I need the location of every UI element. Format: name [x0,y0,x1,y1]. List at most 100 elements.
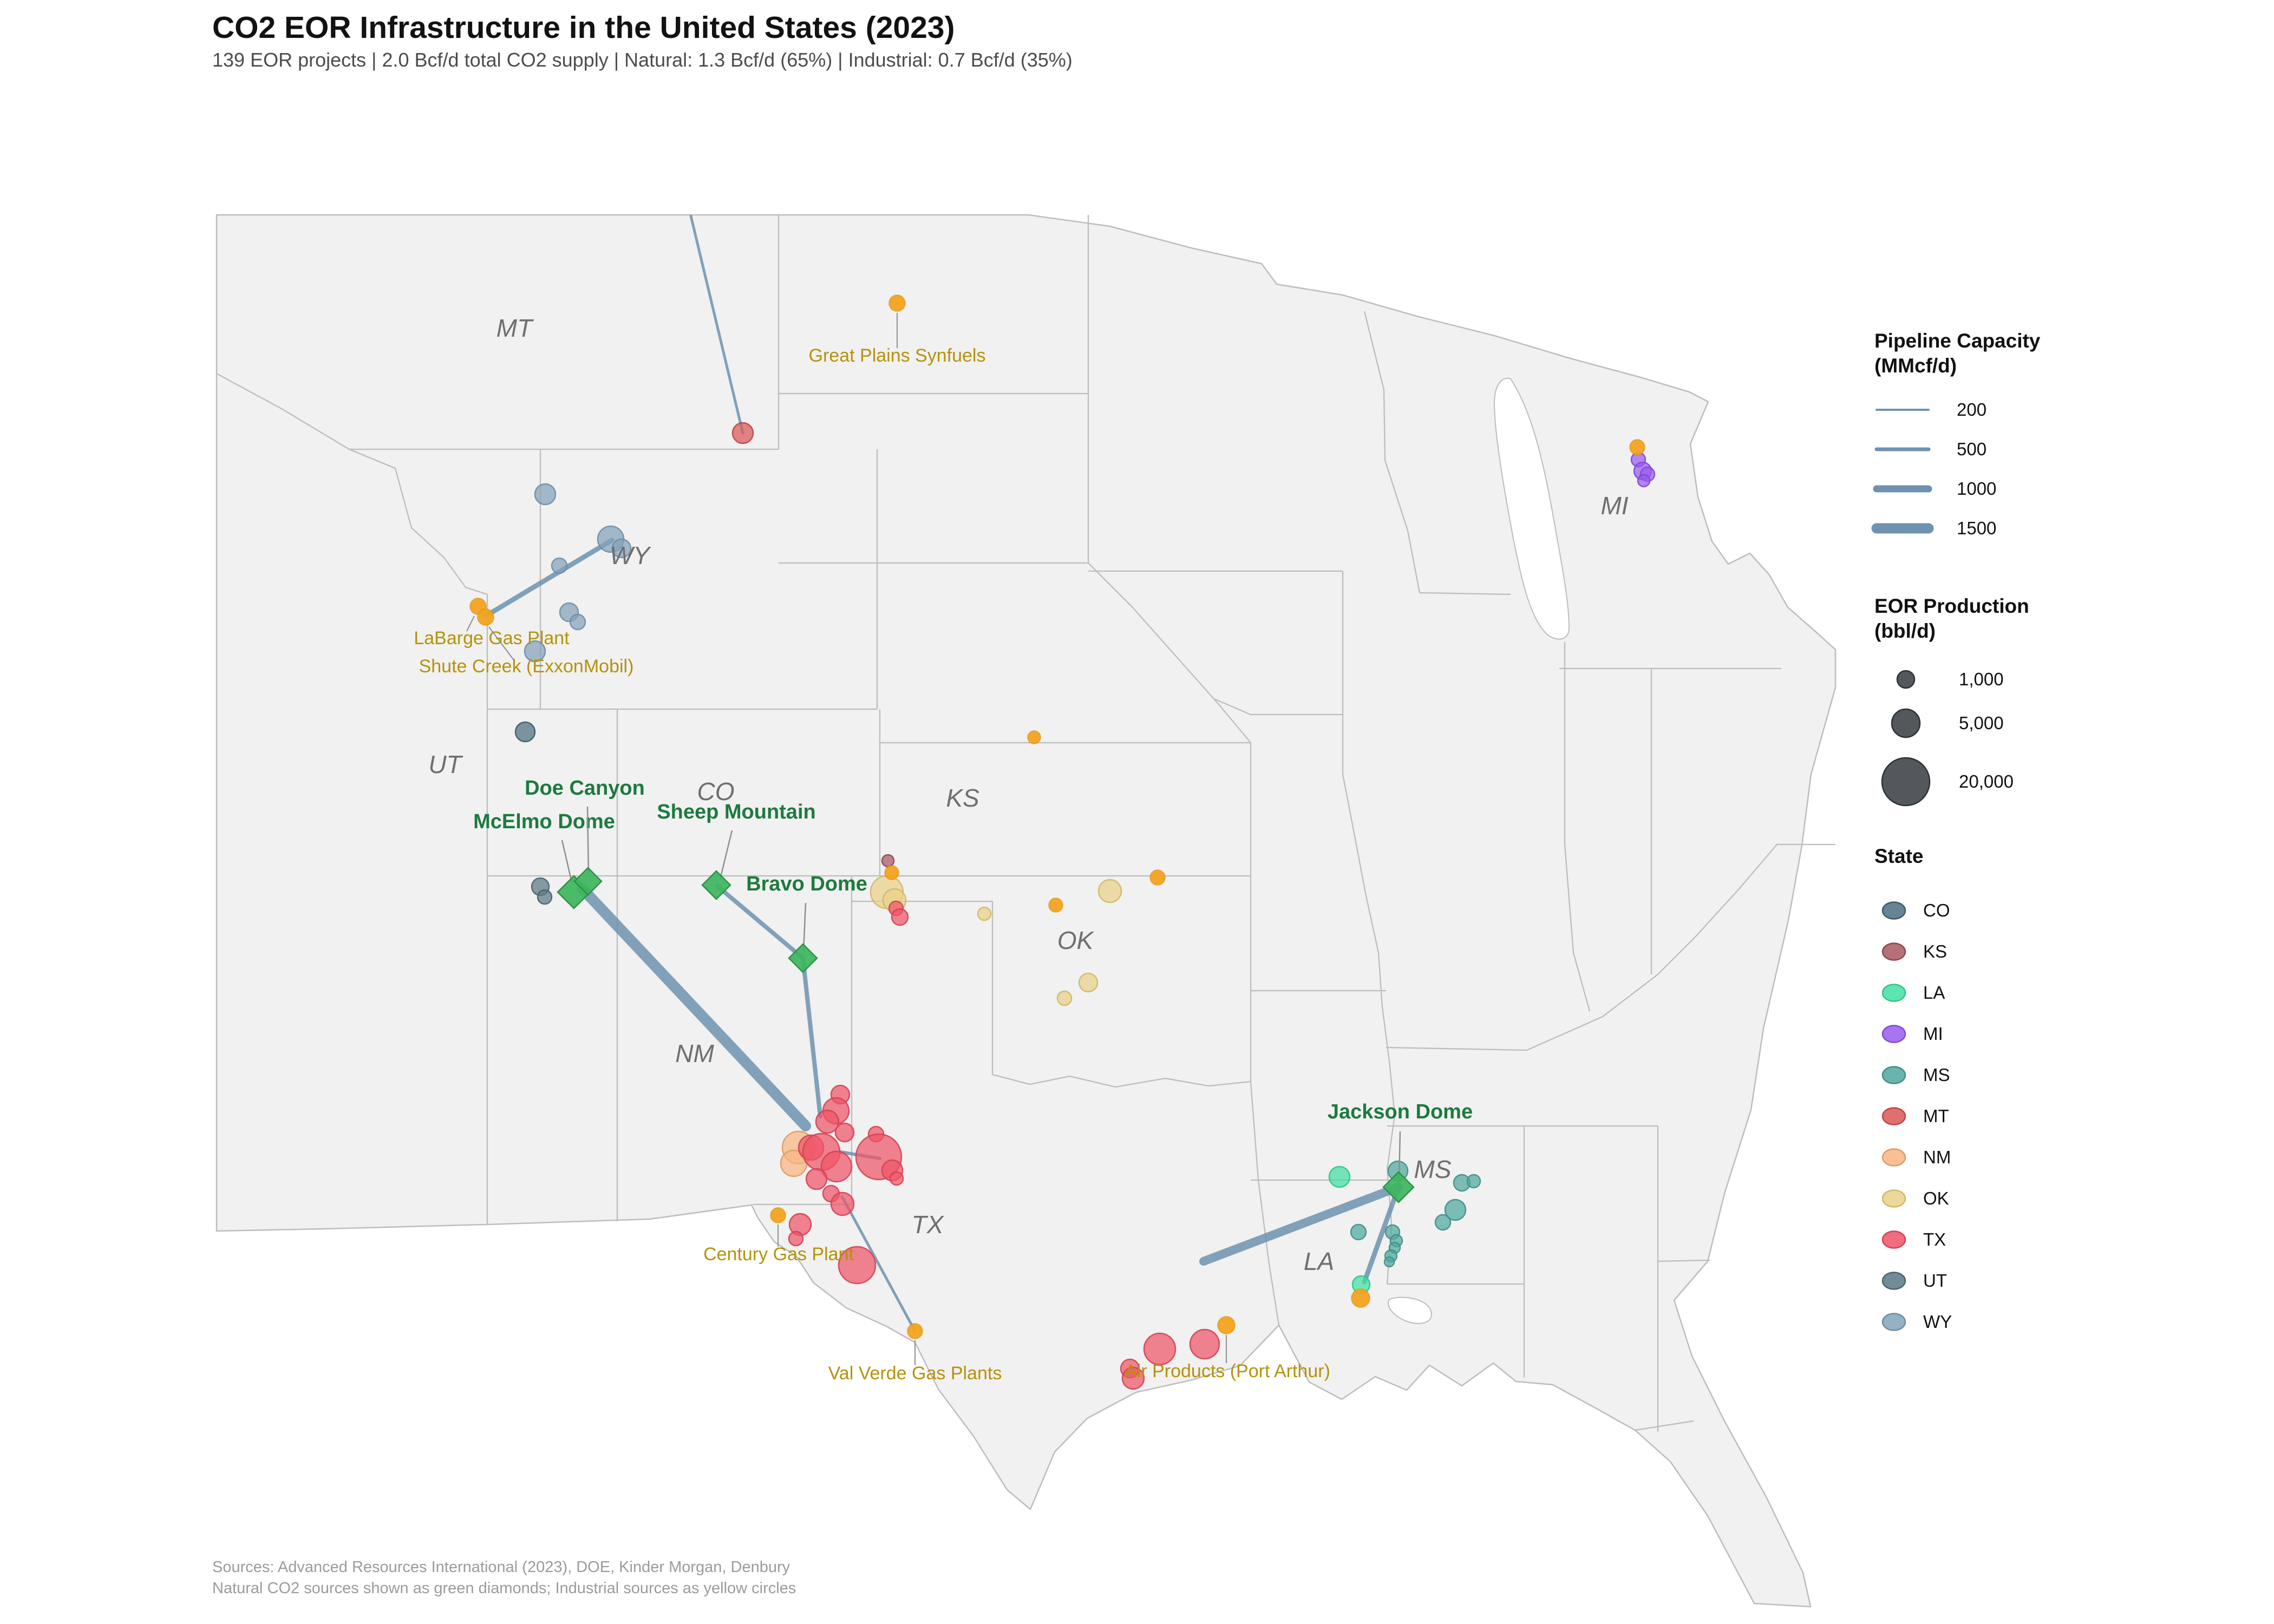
eor-project-marker-mt [731,422,754,444]
eor-project-marker-tx [889,1171,904,1186]
legend-pipeline-label: 200 [1957,400,1987,420]
state-border [1694,844,1778,938]
eor-project-marker-tx [820,1150,853,1183]
legend-pipeline-title: Pipeline Capacity [1874,330,2041,352]
pipeline-line [715,884,805,960]
pipeline-line [483,538,615,619]
natural-source-label: Jackson Dome [1328,1101,1473,1123]
state-label: NM [675,1039,714,1068]
industrial-source-marker [907,1323,923,1339]
eor-project-marker-ms [1434,1214,1452,1231]
state-label: LA [1304,1247,1334,1275]
industrial-source-marker [1149,869,1166,886]
state-border [349,448,488,595]
state-label: TX [912,1210,945,1239]
industrial-source-label: Val Verde Gas Plants [828,1363,1002,1384]
eor-project-marker-ut [537,889,553,905]
legend-state-swatch-mt [1881,1107,1906,1125]
land-mass [215,214,1837,1608]
eor-project-marker-ms [1466,1174,1481,1189]
natural-sources-layer: McElmo Dome Doe Canyon Sheep Mountain Bravo… [473,777,1473,1203]
industrial-source-marker [770,1207,786,1223]
eor-project-marker-wy [534,483,557,506]
natural-source-diamond [701,870,731,900]
legend-state-label: MT [1923,1106,1949,1126]
pipelines-layer [483,214,1403,1333]
industrial-source-marker [888,294,906,312]
state-border [216,372,350,450]
leader-line [719,830,733,880]
state-label: OK [1057,926,1095,954]
leader-line [561,840,573,885]
industrial-source-marker [1351,1288,1370,1308]
legend-state-label: UT [1923,1271,1947,1291]
basemap-layer [215,214,1837,1608]
eor-project-marker-tx [1121,1366,1145,1390]
pipeline-line [840,1195,917,1333]
pipeline-line [576,882,811,1131]
legend-pipeline-label: 1000 [1957,479,1996,499]
state-label: WY [610,541,651,569]
legend-state-swatch-nm [1881,1148,1906,1167]
natural-source-label: Sheep Mountain [657,801,815,823]
eor-project-marker-ok [977,906,992,921]
eor-project-marker-wy [524,640,546,663]
legend-state-swatch-co [1881,901,1906,920]
pipeline-line [801,956,822,1118]
legend-state-label: LA [1923,983,1945,1003]
legend-pipeline-title-units: (MMcf/d) [1874,355,1957,377]
eor-project-marker-ok [1056,990,1073,1006]
pipeline-line [689,214,744,435]
eor-project-marker-mi [1637,474,1651,488]
legend-production-label: 20,000 [1959,771,2014,791]
legend-state-swatch-mi [1881,1025,1906,1043]
state-border [1250,1081,1280,1326]
legend-state-swatch-ks [1881,942,1906,961]
state-border [1635,1420,1694,1431]
legend-state-title: State [1874,845,1923,867]
legend-pipeline-label: 1500 [1957,518,1996,538]
state-border [1419,592,1511,595]
footer-notes: Sources: Advanced Resources Internationa… [212,1557,796,1599]
legend-state-swatch-tx [1881,1230,1906,1249]
industrial-source-marker [1027,730,1041,744]
legend-production-label: 5,000 [1959,713,2004,733]
eor-project-marker-tx [1143,1332,1177,1366]
industrial-source-label: Great Plains Synfuels [809,345,986,366]
state-label: MT [496,314,534,342]
industrial-source-marker [1048,898,1063,913]
legend-production-label: 1,000 [1959,669,2004,689]
leader-line [802,902,807,952]
eor-project-marker-ms [1444,1199,1467,1221]
legend-production-sample [1896,670,1916,689]
eor-project-marker-tx [815,1109,840,1134]
eor-project-marker-wy [569,613,586,631]
legend-state-label: MI [1923,1024,1943,1044]
legend-production-title-units: (bbl/d) [1874,620,1936,642]
state-label: KS [946,784,979,812]
legend-state-swatch-ms [1881,1066,1906,1084]
state-border [992,1073,1251,1088]
eor-project-marker-tx [805,1168,828,1190]
eor-project-marker-ms [1383,1256,1395,1268]
state-border [1564,642,1591,1012]
state-label: CO [697,777,735,806]
footer-legend-note-line: Natural CO2 sources shown as green diamo… [212,1580,796,1597]
legend-production-title: EOR Production [1874,595,2029,617]
legend-state-label: TX [1923,1229,1946,1249]
natural-source-diamond [573,867,603,896]
industrial-source-marker [1629,439,1645,455]
legend-pipeline-label: 500 [1957,439,1987,459]
legend-state-swatch-wy [1881,1313,1906,1331]
eor-project-marker-wy [551,557,568,574]
state-label: MI [1600,492,1628,520]
legend-state-label: MS [1923,1065,1950,1085]
legend-state-label: KS [1923,941,1947,961]
industrial-source-label: Air Products (Port Arthur) [1125,1361,1330,1381]
eor-project-marker-tx [838,1246,877,1285]
eor-project-marker-tx [788,1230,804,1247]
eor-project-marker-ok [1078,972,1099,993]
